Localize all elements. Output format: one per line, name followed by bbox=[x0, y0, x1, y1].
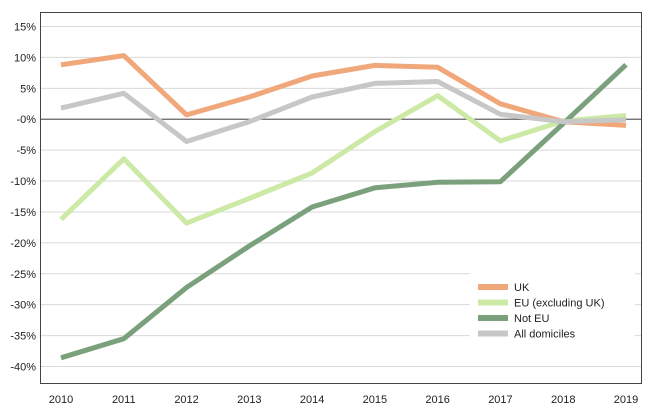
legend: UK EU (excluding UK) Not EU All domiciles bbox=[470, 272, 635, 341]
series-line-uk bbox=[60, 53, 627, 128]
series-line-eu-excluding-uk bbox=[59, 93, 627, 226]
legend-box bbox=[470, 272, 635, 340]
x-tick-label: 2013 bbox=[237, 394, 261, 406]
y-tick-label: -0% bbox=[16, 114, 36, 126]
y-tick-label: 5% bbox=[20, 83, 36, 95]
series-line-all-domiciles bbox=[60, 79, 627, 144]
y-tick-label: -15% bbox=[10, 207, 36, 219]
x-tick-label: 2017 bbox=[488, 394, 512, 406]
y-tick-label: -5% bbox=[16, 145, 36, 157]
y-tick-label: -40% bbox=[10, 362, 36, 374]
series-line-not-eu bbox=[60, 62, 628, 361]
series-group bbox=[59, 53, 628, 361]
y-tick-label: -10% bbox=[10, 176, 36, 188]
x-tick-label: 2011 bbox=[112, 394, 136, 406]
legend-label-eu-excluding-uk: EU (excluding UK) bbox=[514, 298, 604, 310]
x-tick-label: 2010 bbox=[49, 394, 73, 406]
y-axis-tick-labels: 15% 10% 5% -0% -5% -10% -15% -20% -25% -30% -35% -4… bbox=[10, 22, 36, 374]
legend-label-not-eu: Not EU bbox=[514, 313, 550, 325]
x-tick-label: 2018 bbox=[551, 394, 575, 406]
grid bbox=[41, 26, 641, 367]
x-tick-label: 2014 bbox=[300, 394, 324, 406]
legend-label-uk: UK bbox=[514, 282, 530, 294]
x-axis-tick-labels: 2010 2011 2012 2013 2014 2015 2016 2017 2018 2019 bbox=[49, 394, 638, 406]
x-tick-label: 2016 bbox=[425, 394, 449, 406]
x-tick-label: 2015 bbox=[363, 394, 387, 406]
y-tick-label: -25% bbox=[10, 269, 36, 281]
y-tick-label: 10% bbox=[14, 52, 36, 64]
x-tick-label: 2012 bbox=[174, 394, 198, 406]
x-tick-label: 2019 bbox=[614, 394, 638, 406]
y-tick-label: -35% bbox=[10, 331, 36, 343]
y-tick-label: -30% bbox=[10, 300, 36, 312]
y-tick-label: 15% bbox=[14, 22, 36, 34]
legend-label-all-domiciles: All domiciles bbox=[514, 329, 576, 341]
y-tick-label: -20% bbox=[10, 238, 36, 250]
